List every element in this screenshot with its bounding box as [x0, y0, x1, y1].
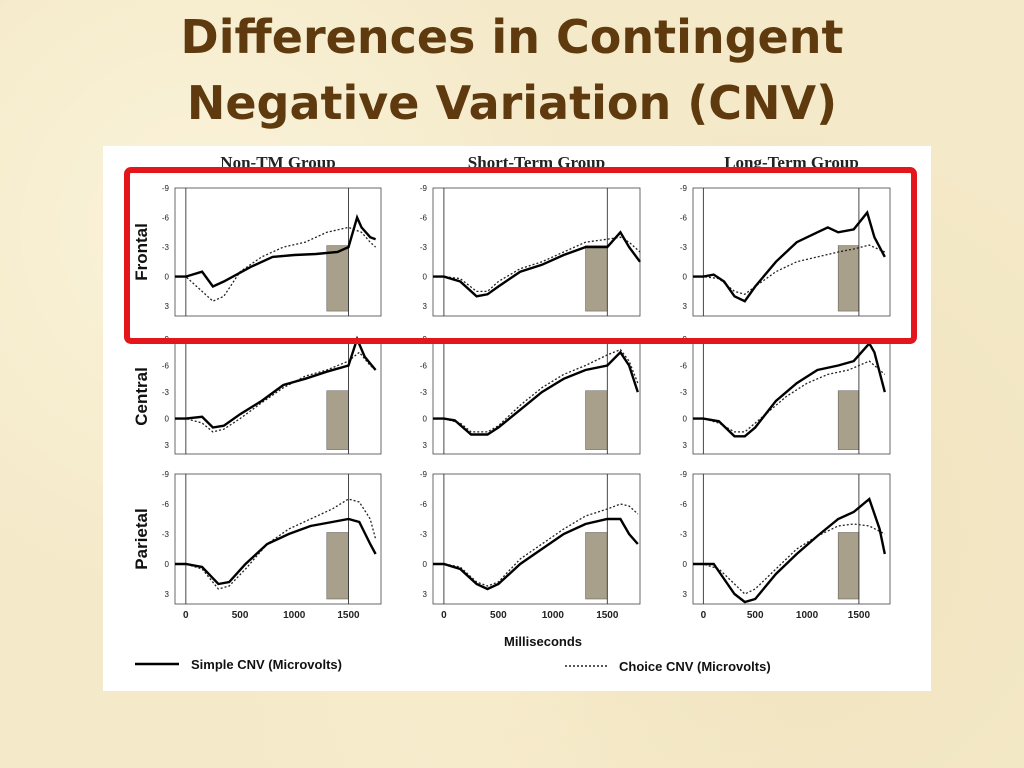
shaded-interval-non-tm-group-parietal — [326, 532, 349, 600]
x-tick-label: 0 — [441, 610, 447, 621]
row-label-central: Central — [132, 367, 151, 426]
row-label-frontal: Frontal — [132, 223, 151, 281]
y-tick-label: -9 — [162, 184, 170, 193]
legend-choice-label: Choice CNV (Microvolts) — [619, 659, 771, 674]
simple-cnv-line-non-tm-group-frontal — [175, 214, 377, 288]
y-tick-label: -3 — [162, 243, 170, 252]
simple-cnv-line-long-term-group-parietal — [693, 496, 886, 604]
y-tick-label: -3 — [420, 530, 428, 539]
y-tick-label: -6 — [420, 500, 428, 509]
panel-frame-long-term-group-frontal — [692, 187, 891, 317]
y-tick-label: -3 — [162, 530, 170, 539]
y-tick-label: 0 — [165, 273, 170, 282]
y-tick-label: 3 — [165, 441, 170, 450]
panel-frame-non-tm-group-central — [174, 338, 382, 455]
legend-simple-label: Simple CNV (Microvolts) — [191, 657, 342, 672]
choice-cnv-line-long-term-group-frontal — [693, 244, 886, 296]
x-tick-label: 1000 — [796, 610, 819, 621]
cnv-chart: Non-TM Group Short-Term Group Long-Term Gr… — [124, 153, 917, 674]
y-tick-label: -3 — [680, 388, 688, 397]
simple-cnv-line-long-term-group-central — [693, 341, 886, 438]
shaded-interval-long-term-group-parietal — [837, 532, 860, 600]
y-tick-label: 0 — [683, 273, 688, 282]
y-tick-label: -6 — [680, 362, 688, 371]
choice-cnv-line-short-term-group-central — [433, 348, 639, 433]
y-tick-label: 0 — [423, 273, 428, 282]
simple-cnv-line-short-term-group-parietal — [433, 517, 639, 591]
y-tick-label: -9 — [420, 184, 428, 193]
y-tick-label: -6 — [162, 362, 170, 371]
slide-title-line-2: Negative Variation (CNV) — [186, 76, 838, 130]
x-tick-label: 500 — [232, 610, 249, 621]
y-tick-label: -3 — [420, 243, 428, 252]
panel-frame-short-term-group-frontal — [432, 187, 641, 317]
slide-title-line-1: Differences in Contingent — [180, 10, 844, 64]
y-tick-label: -3 — [162, 388, 170, 397]
x-tick-label: 500 — [747, 610, 764, 621]
panel-frame-short-term-group-parietal — [432, 473, 641, 605]
shaded-interval-non-tm-group-central — [326, 390, 349, 450]
y-tick-label: 3 — [423, 590, 428, 599]
panel-frame-long-term-group-parietal — [692, 473, 891, 605]
simple-cnv-line-short-term-group-frontal — [433, 230, 641, 298]
y-tick-label: -9 — [420, 470, 428, 479]
choice-cnv-line-long-term-group-central — [693, 360, 886, 433]
shaded-interval-short-term-group-central — [585, 390, 608, 450]
shaded-interval-short-term-group-parietal — [585, 532, 608, 600]
y-tick-label: 0 — [683, 415, 688, 424]
shaded-interval-long-term-group-frontal — [837, 245, 860, 312]
y-tick-label: 3 — [423, 441, 428, 450]
x-tick-label: 0 — [701, 610, 707, 621]
y-tick-label: 0 — [423, 560, 428, 569]
y-tick-label: 0 — [423, 415, 428, 424]
y-tick-label: 3 — [165, 302, 170, 311]
y-tick-label: -3 — [680, 243, 688, 252]
y-tick-label: 3 — [423, 302, 428, 311]
simple-cnv-line-non-tm-group-parietal — [175, 517, 377, 586]
y-tick-label: 3 — [165, 590, 170, 599]
y-tick-label: 3 — [683, 590, 688, 599]
y-tick-label: -6 — [420, 362, 428, 371]
y-tick-label: -6 — [162, 214, 170, 223]
x-axis-label: Milliseconds — [504, 634, 582, 649]
y-tick-label: -6 — [420, 214, 428, 223]
shaded-interval-non-tm-group-frontal — [326, 245, 349, 312]
x-tick-label: 500 — [490, 610, 507, 621]
y-tick-label: -9 — [680, 470, 688, 479]
choice-cnv-line-non-tm-group-parietal — [175, 498, 377, 590]
x-tick-label: 1000 — [283, 610, 306, 621]
y-tick-label: -6 — [680, 214, 688, 223]
y-tick-label: -3 — [680, 530, 688, 539]
shaded-interval-short-term-group-frontal — [585, 245, 608, 312]
y-tick-label: 3 — [683, 441, 688, 450]
y-tick-label: 0 — [165, 415, 170, 424]
simple-cnv-line-long-term-group-frontal — [693, 210, 886, 303]
x-tick-label: 1500 — [337, 610, 360, 621]
cnv-figure: Non-TM Group Short-Term Group Long-Term Gr… — [103, 146, 931, 691]
y-tick-label: 3 — [683, 302, 688, 311]
y-tick-label: -9 — [680, 184, 688, 193]
y-tick-label: -9 — [162, 470, 170, 479]
y-tick-label: -6 — [680, 500, 688, 509]
panel-frame-long-term-group-central — [692, 338, 891, 455]
slide-title: Differences in Contingent Negative Varia… — [0, 4, 1024, 136]
x-tick-label: 1500 — [848, 610, 871, 621]
x-tick-label: 0 — [183, 610, 189, 621]
choice-cnv-line-short-term-group-parietal — [433, 503, 639, 587]
simple-cnv-line-short-term-group-central — [433, 350, 639, 436]
choice-cnv-line-non-tm-group-central — [175, 351, 377, 433]
y-tick-label: -3 — [420, 388, 428, 397]
y-tick-label: 0 — [165, 560, 170, 569]
x-tick-label: 1500 — [596, 610, 619, 621]
panel-frame-non-tm-group-frontal — [174, 187, 382, 317]
panel-frame-non-tm-group-parietal — [174, 473, 382, 605]
y-tick-label: 0 — [683, 560, 688, 569]
y-tick-label: -6 — [162, 500, 170, 509]
x-tick-label: 1000 — [542, 610, 565, 621]
shaded-interval-long-term-group-central — [837, 390, 860, 450]
row-label-parietal: Parietal — [132, 508, 151, 569]
frontal-highlight-box — [124, 167, 917, 344]
